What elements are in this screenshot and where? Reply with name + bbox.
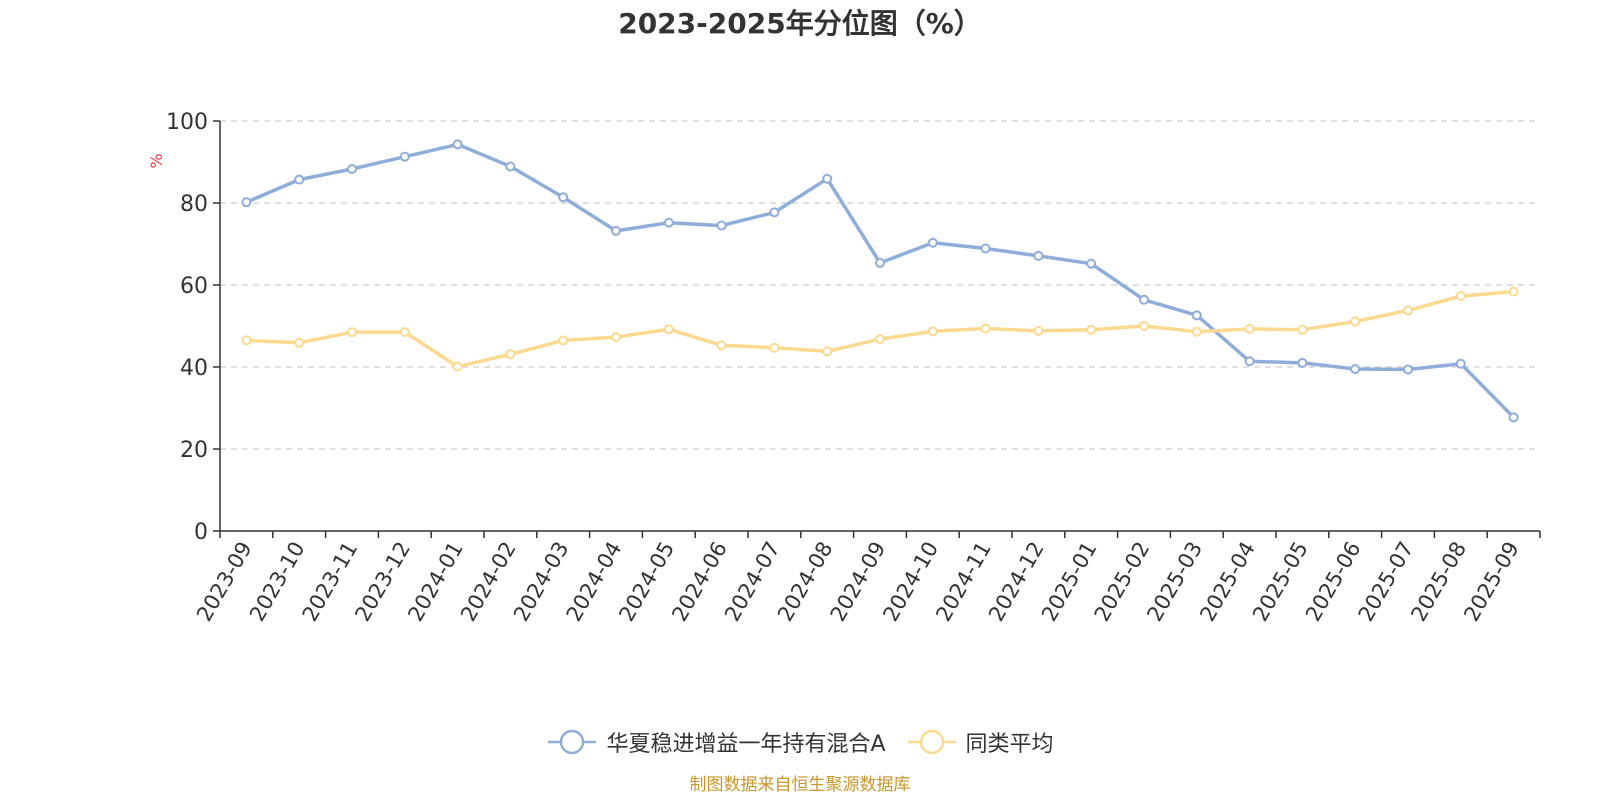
legend-marker [919,729,944,755]
series-2-point [399,327,410,338]
legend-item-series-2[interactable]: 同类平均 [906,726,1054,758]
series-1-point [505,161,516,172]
series-1-point [241,197,252,208]
series-1-point [347,163,357,174]
series-2-point [1033,325,1044,336]
series-2-point [927,326,938,337]
source-note: 制图数据来自恒生聚源数据库 [689,775,911,795]
series-1-point [822,173,833,184]
series-1-point [980,243,991,254]
series-2-point [1244,323,1255,334]
chart-plot: 020406080100%2023-092023-102023-112023-1… [147,110,1541,625]
series-1-point [1191,310,1202,321]
y-axis-label: % [147,153,166,168]
series-2-point [1086,324,1097,335]
series-1-point [1033,250,1044,261]
chart-title: 2023-2025年分位图（%） [618,7,982,40]
legend: 华夏稳进增益一年持有混合A 同类平均 [0,720,1600,764]
series-1-point [1139,294,1149,305]
series-2-point [716,340,727,351]
y-tick-label: 0 [194,520,208,545]
series-2-point [1139,321,1149,331]
series-1-point [927,237,938,248]
series-2-point [1191,326,1202,337]
y-tick-label: 60 [180,274,208,299]
series-1-point [294,174,305,185]
series-2-point [1297,324,1308,335]
series-2-point [452,361,463,372]
legend-label: 华夏稳进增益一年持有混合A [606,732,886,757]
series-1-point [399,151,410,162]
series-1-point [663,217,674,228]
series-2-point [663,324,674,335]
series-2-point [611,332,621,343]
series-2-point [1350,316,1361,327]
series-1-point [1508,412,1519,423]
series-1-point [875,257,885,268]
series-1-point [1297,357,1308,368]
series-1-point [1455,358,1466,369]
legend-line-circle-icon [548,729,597,755]
series-1-point [452,139,463,150]
series-1-point [1086,258,1097,269]
series-2-point [1403,305,1413,316]
legend-item-series-1[interactable]: 华夏稳进增益一年持有混合A [546,726,886,758]
series-line-1 [244,142,1516,420]
series-1-point [769,207,780,218]
legend-line-circle-icon [907,729,956,755]
series-1-point [1350,364,1361,375]
series-1-point [558,192,569,203]
y-tick-label: 100 [166,110,208,135]
series-2-point [505,349,516,360]
series-1-point [716,220,727,231]
legend-label: 同类平均 [965,732,1054,757]
y-tick-label: 20 [180,438,208,463]
series-2-point [1455,291,1466,302]
y-tick-label: 80 [180,192,208,217]
legend-marker [560,729,585,755]
series-2-point [1508,286,1519,297]
series-2-point [294,337,305,348]
series-line-2 [244,289,1516,369]
series-2-point [980,323,991,334]
series-2-point [558,335,569,346]
series-2-point [769,342,780,353]
series-2-point [241,335,252,346]
series-1-point [1403,364,1413,375]
y-tick-label: 40 [180,356,208,381]
series-2-point [822,346,833,357]
series-2-point [875,334,885,345]
series-1-point [611,225,621,236]
series-2-point [347,327,357,338]
series-1-point [1244,356,1255,367]
